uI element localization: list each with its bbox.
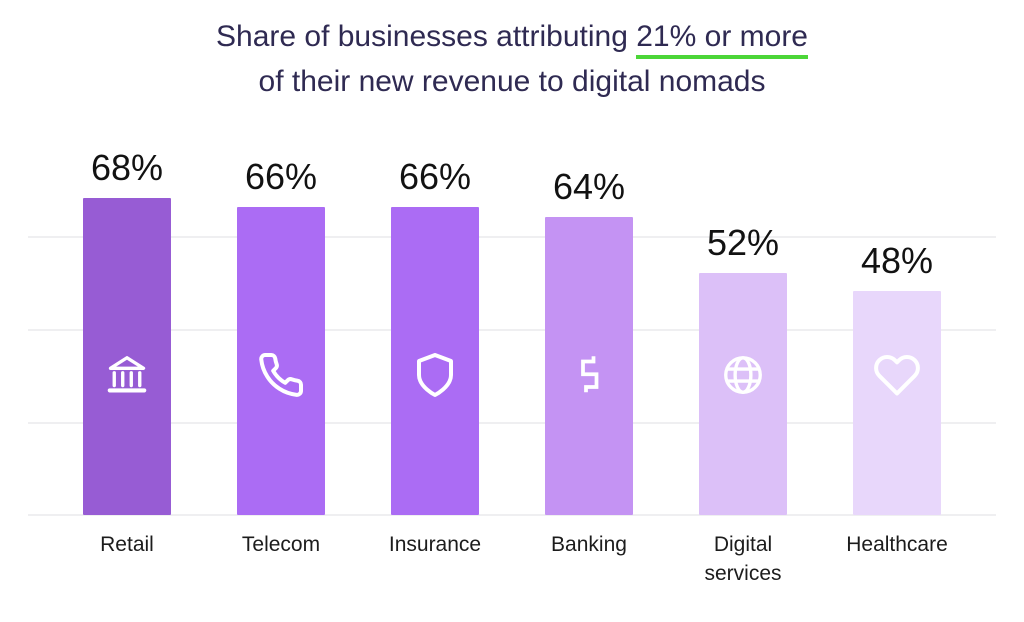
bar-group-healthcare: 48% [820,240,974,515]
category-axis: Retail Telecom Insurance Banking Digital… [0,530,1024,588]
category-label-insurance: Insurance [358,530,512,588]
value-label: 66% [398,156,472,197]
category-text: Retail [100,533,154,556]
baseline [28,514,996,516]
bar-group-insurance: 66% [358,156,512,515]
bar-group-retail: 68% [50,147,204,515]
title-underline: 21% or more [636,20,808,59]
bar-digital-services [699,273,787,515]
bar-group-banking: 64% [512,166,666,515]
value-label: 48% [860,240,934,281]
value-label: 68% [90,147,164,188]
chart-title-underlined-text: 21% or more [636,20,808,53]
phone-icon [257,351,305,399]
bar-group-telecom: 66% [204,156,358,515]
bar-telecom [237,207,325,515]
shield-icon [411,351,459,399]
category-label-digital-services: Digital services [666,530,820,588]
bar-chart: 68% 66% 66% [0,147,1024,515]
chart-title-line1-prefix: Share of businesses attributing [216,20,637,53]
bar-healthcare [853,291,941,515]
value-label: 66% [244,156,318,197]
category-label-healthcare: Healthcare [820,530,974,588]
value-label: 64% [552,166,626,207]
bank-icon [103,351,151,399]
value-label: 52% [706,222,780,263]
category-text: Healthcare [846,533,948,556]
chart-title-line2: of their new revenue to digital nomads [258,65,766,98]
bar-retail [83,198,171,515]
dollar-icon [565,351,613,399]
chart-title-line1: Share of businesses attributing 21% or m… [0,14,1024,59]
gridline [28,422,996,424]
category-label-telecom: Telecom [204,530,358,588]
bar-group-digital-services: 52% [666,222,820,515]
category-text: Banking [551,533,627,556]
heart-icon [873,351,921,399]
category-text: Telecom [241,533,321,556]
bar-banking [545,217,633,515]
category-label-retail: Retail [50,530,204,588]
gridline [28,329,996,331]
gridline [28,236,996,238]
bar-insurance [391,207,479,515]
category-text: Insurance [388,533,482,556]
chart-title: Share of businesses attributing 21% or m… [0,14,1024,104]
globe-icon [719,351,767,399]
category-text: Digital services [704,533,782,585]
category-label-banking: Banking [512,530,666,588]
